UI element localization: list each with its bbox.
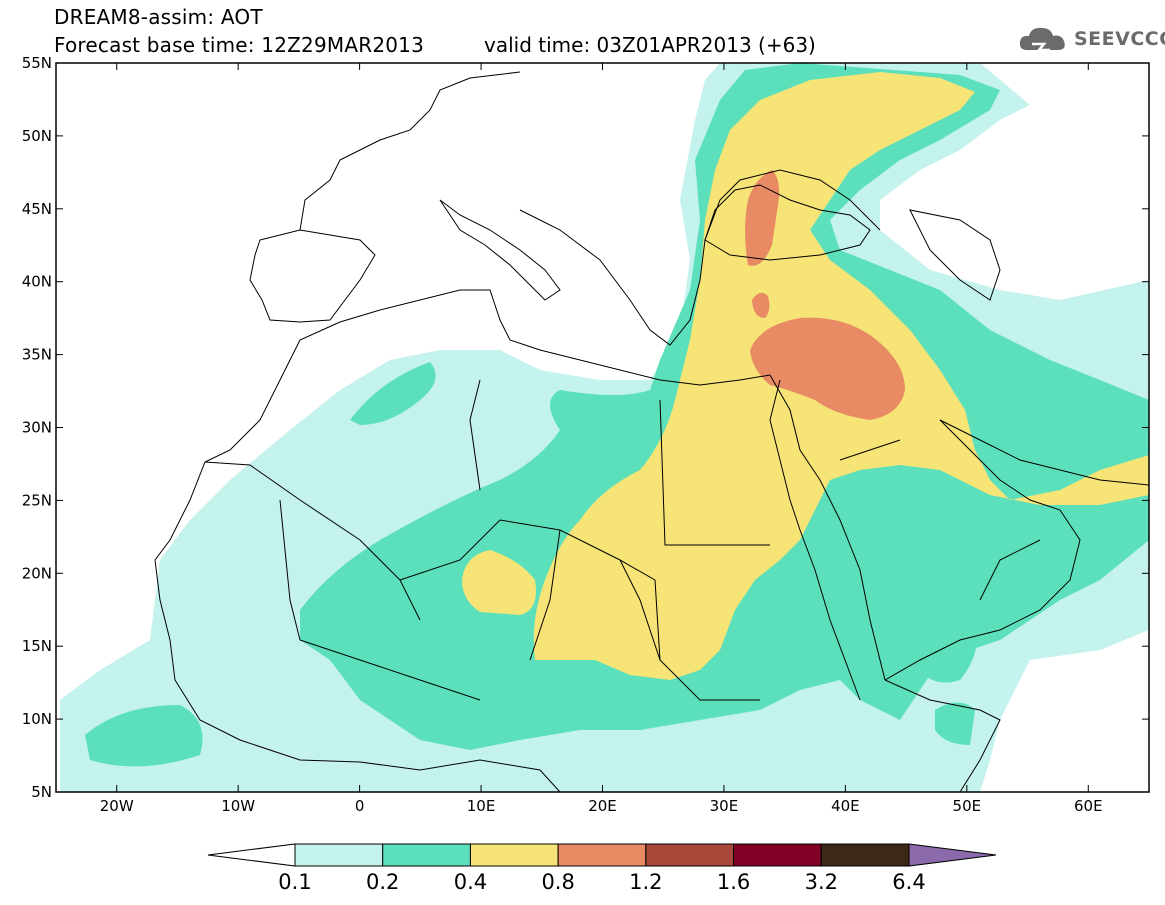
lat-axis: 55N 50N 45N 40N 35N 30N 25N 20N 15N 10N 5N bbox=[22, 54, 1149, 801]
lat-tick-label: 20N bbox=[22, 564, 52, 582]
colorbar-level-label: 3.2 bbox=[804, 870, 838, 894]
lat-tick-label: 55N bbox=[22, 54, 52, 72]
lon-tick-label: 30E bbox=[710, 797, 739, 815]
colorbar-level-label: 0.1 bbox=[278, 870, 312, 894]
lat-tick-label: 35N bbox=[22, 346, 52, 364]
lat-tick-label: 45N bbox=[22, 200, 52, 218]
colorbar-level-label: 0.2 bbox=[366, 870, 400, 894]
valid-time: valid time: 03Z01APR2013 (+63) bbox=[484, 33, 816, 57]
forecast-base-time: Forecast base time: 12Z29MAR2013 bbox=[54, 33, 425, 57]
aot-contours bbox=[60, 63, 1149, 792]
lon-tick-label: 10W bbox=[221, 797, 255, 815]
lat-tick-label: 10N bbox=[22, 710, 52, 728]
colorbar-level-label: 1.2 bbox=[629, 870, 663, 894]
logo-text: SEEVCCC bbox=[1074, 28, 1165, 50]
colorbar-level-label: 1.6 bbox=[716, 870, 751, 894]
lat-tick-label: 25N bbox=[22, 491, 52, 509]
lon-tick-label: 20E bbox=[588, 797, 617, 815]
aot-zone-0-2 bbox=[85, 63, 1149, 767]
lon-tick-label: 40E bbox=[831, 797, 860, 815]
lon-tick-label: 20W bbox=[100, 797, 134, 815]
lat-tick-label: 50N bbox=[22, 127, 52, 145]
coastlines bbox=[154, 71, 1149, 792]
cloud-icon bbox=[1019, 27, 1065, 52]
lon-tick-label: 50E bbox=[953, 797, 982, 815]
lon-tick-label: 60E bbox=[1074, 797, 1103, 815]
lat-tick-label: 15N bbox=[22, 637, 52, 655]
colorbar-level-label: 0.8 bbox=[541, 870, 575, 894]
seevccc-logo: SEEVCCC bbox=[1017, 20, 1165, 60]
lat-tick-label: 5N bbox=[31, 783, 52, 801]
lon-tick-label: 0 bbox=[355, 797, 365, 815]
lon-axis: 20W 10W 0 10E 20E 30E 40E 50E 60E bbox=[100, 63, 1103, 815]
aot-zone-0-8 bbox=[745, 170, 905, 420]
colorbar-level-label: 0.4 bbox=[453, 870, 488, 894]
aot-map: 55N 50N 45N 40N 35N 30N 25N 20N 15N 10N 5N 20W 10W 0… bbox=[22, 54, 1150, 815]
lon-tick-label: 10E bbox=[467, 797, 496, 815]
lat-tick-label: 30N bbox=[22, 419, 52, 437]
map-title: DREAM8-assim: AOT bbox=[54, 5, 263, 29]
lat-tick-label: 40N bbox=[22, 273, 52, 291]
colorbar-level-label: 6.4 bbox=[892, 870, 926, 894]
